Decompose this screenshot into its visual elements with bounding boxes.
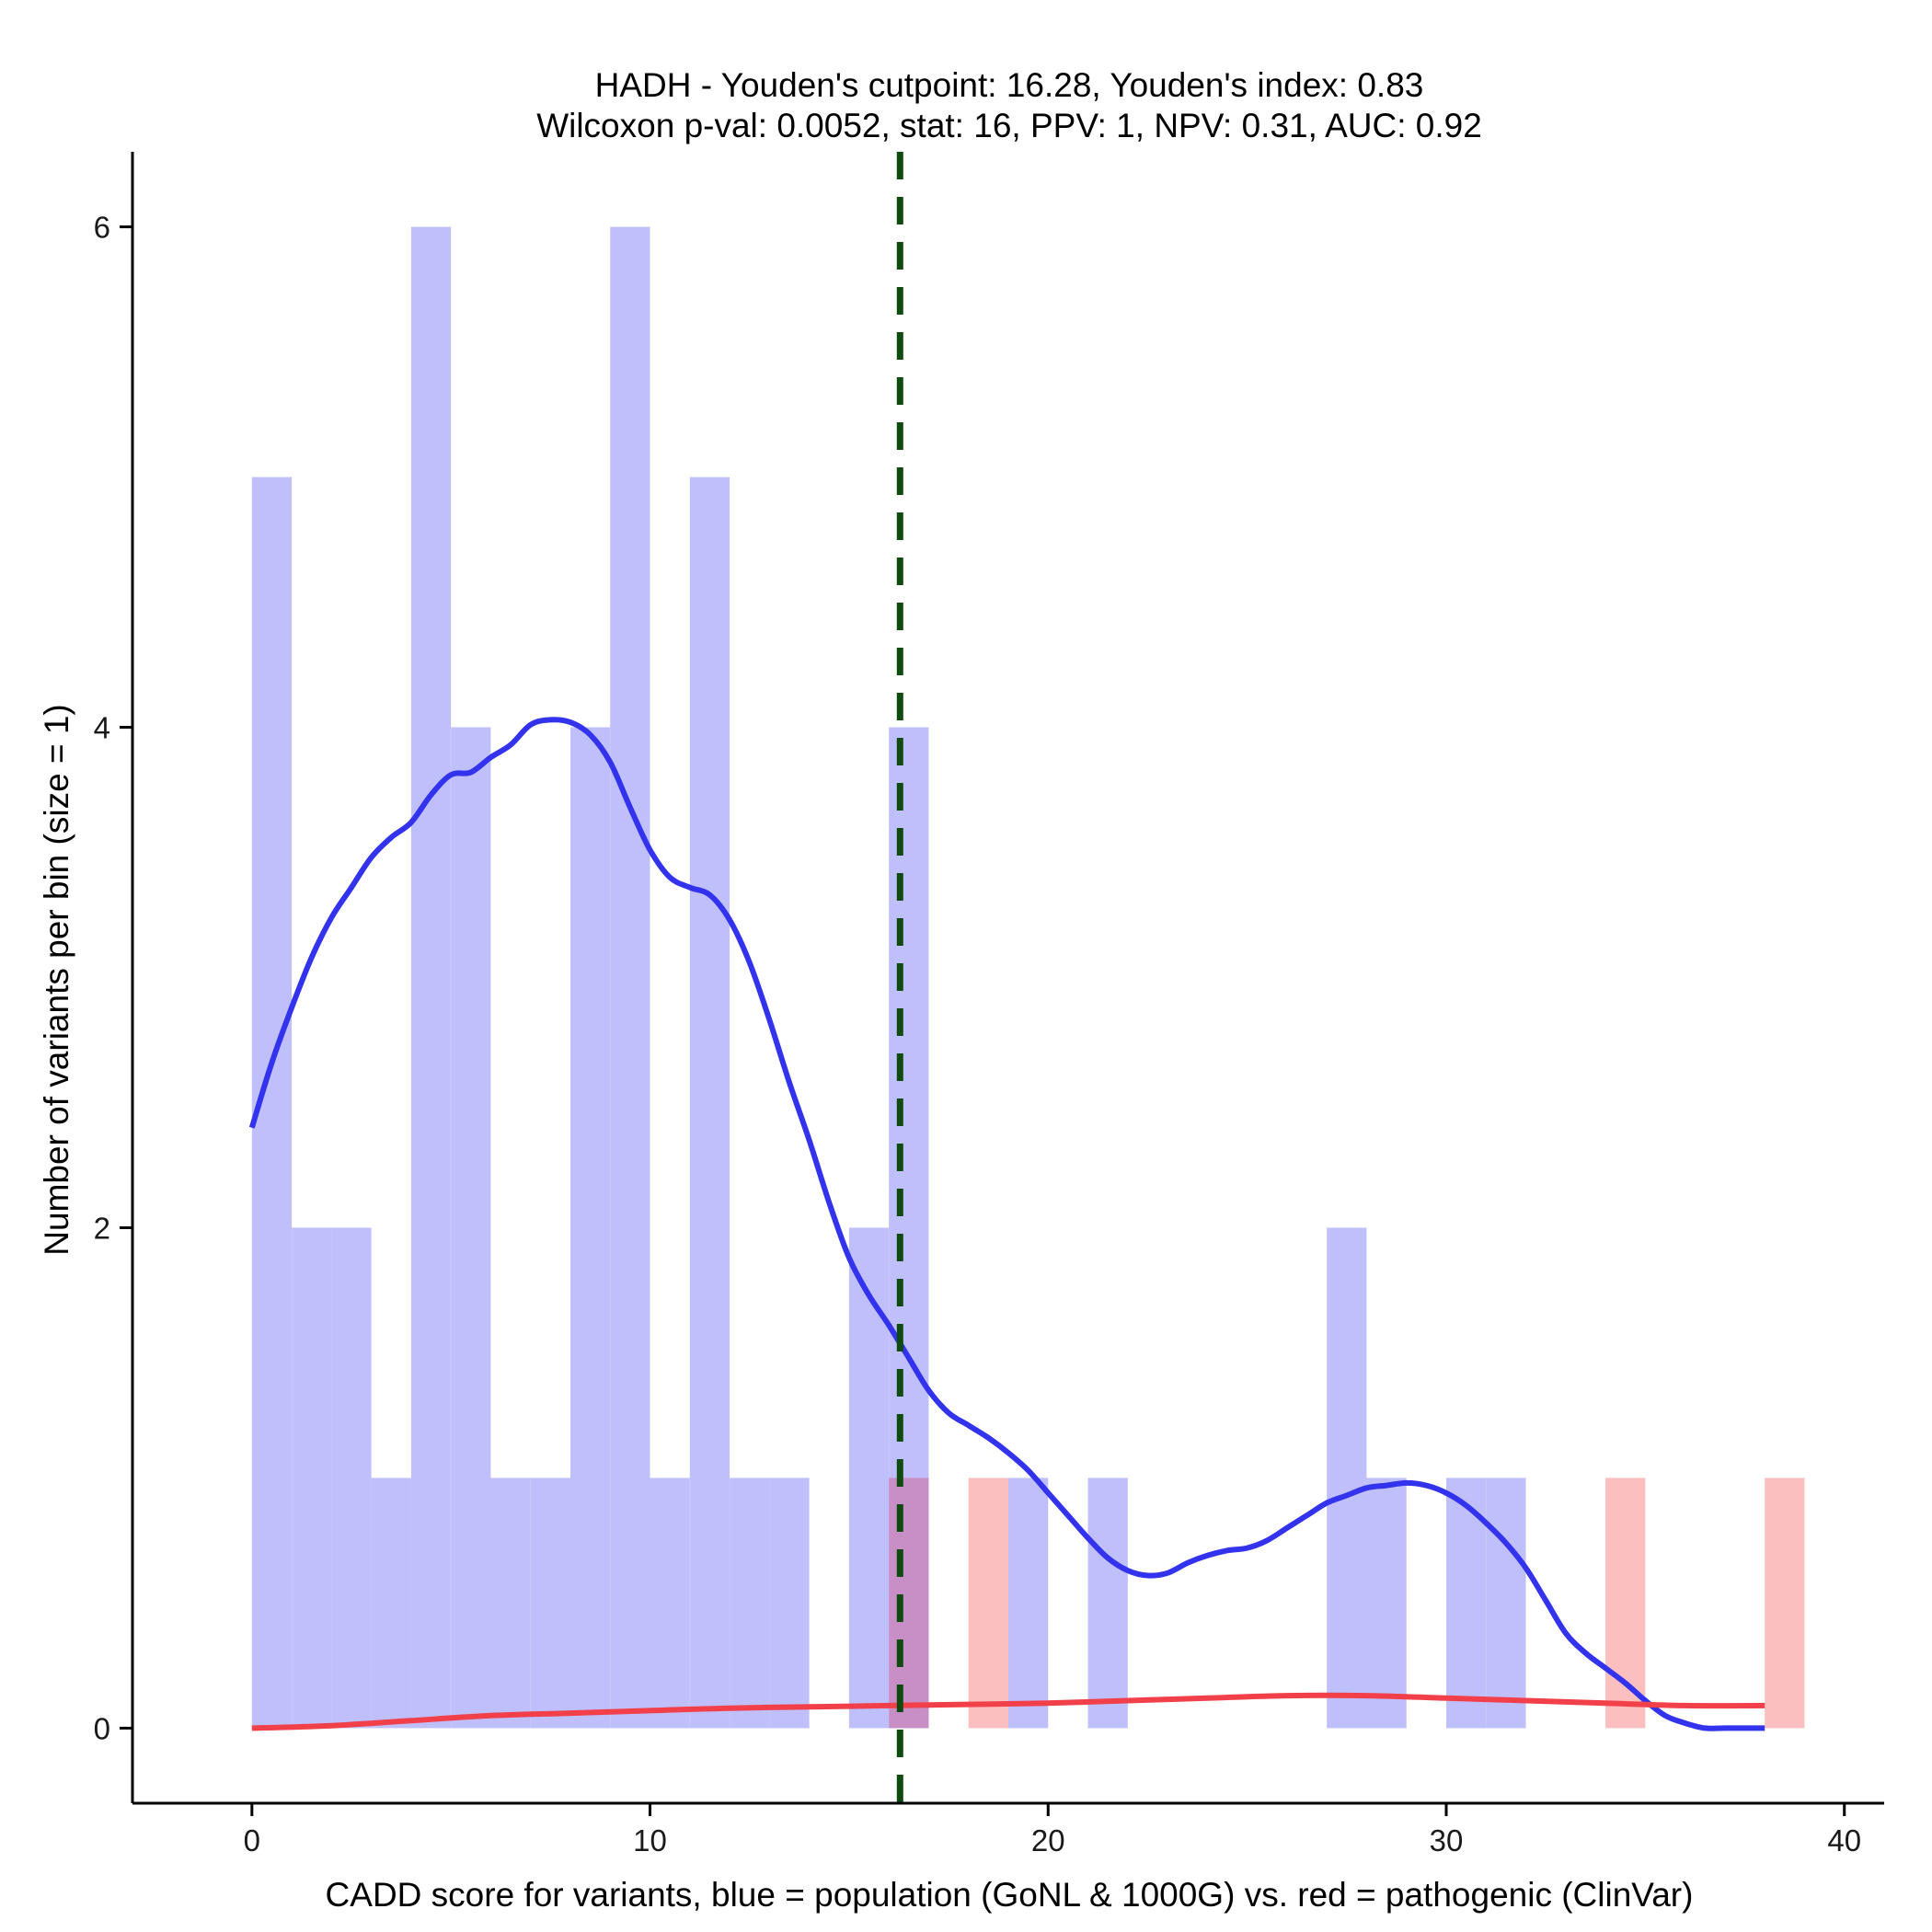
y-tick-label: 4 xyxy=(94,711,110,745)
population-bar xyxy=(1087,1478,1128,1729)
population-bar xyxy=(689,477,730,1729)
axes-layer: 0 10 20 30 40 0 2 4 6 xyxy=(94,152,1884,1857)
population-bar xyxy=(848,1227,890,1729)
y-tick-label: 0 xyxy=(94,1711,110,1745)
x-axis-label: CADD score for variants, blue = populati… xyxy=(326,1876,1694,1914)
population-bar xyxy=(530,1478,570,1729)
density-curves-layer xyxy=(248,717,1765,1731)
population-bar xyxy=(371,1478,411,1729)
population-bar xyxy=(610,226,650,1729)
population-bar xyxy=(490,1478,531,1729)
pathogenic-bar xyxy=(968,1478,1008,1729)
bars-layer xyxy=(251,226,1805,1729)
x-tick-label: 20 xyxy=(1031,1823,1065,1857)
population-bar xyxy=(1327,1227,1367,1729)
y-axis-label: Number of variants per bin (size = 1) xyxy=(38,704,75,1255)
population-density-curve xyxy=(248,717,1765,1731)
population-bar xyxy=(650,1478,690,1729)
y-tick-label: 2 xyxy=(94,1211,110,1245)
population-bar xyxy=(1486,1478,1526,1729)
population-bar xyxy=(331,1227,372,1729)
pathogenic-bar xyxy=(1765,1478,1805,1729)
pathogenic-bar xyxy=(1605,1478,1646,1729)
population-bar xyxy=(292,1227,332,1729)
x-tick-label: 10 xyxy=(633,1823,667,1857)
population-bar xyxy=(730,1478,770,1729)
pathogenic-bar xyxy=(889,1478,929,1729)
population-bar xyxy=(570,727,611,1729)
population-bar xyxy=(451,727,491,1729)
y-tick-label: 6 xyxy=(94,211,110,245)
population-bar xyxy=(1366,1478,1407,1729)
x-tick-label: 0 xyxy=(244,1823,260,1857)
chart-title-line2: Wilcoxon p-val: 0.0052, stat: 16, PPV: 1… xyxy=(536,107,1482,144)
x-tick-label: 30 xyxy=(1430,1823,1464,1857)
population-bar xyxy=(410,226,452,1729)
population-bar xyxy=(769,1478,810,1729)
pathogenic-density-curve xyxy=(251,1692,1765,1731)
chart-title-line1: HADH - Youden's cutpoint: 16.28, Youden'… xyxy=(595,66,1424,104)
x-tick-label: 40 xyxy=(1827,1823,1861,1857)
population-bar xyxy=(1008,1478,1049,1729)
